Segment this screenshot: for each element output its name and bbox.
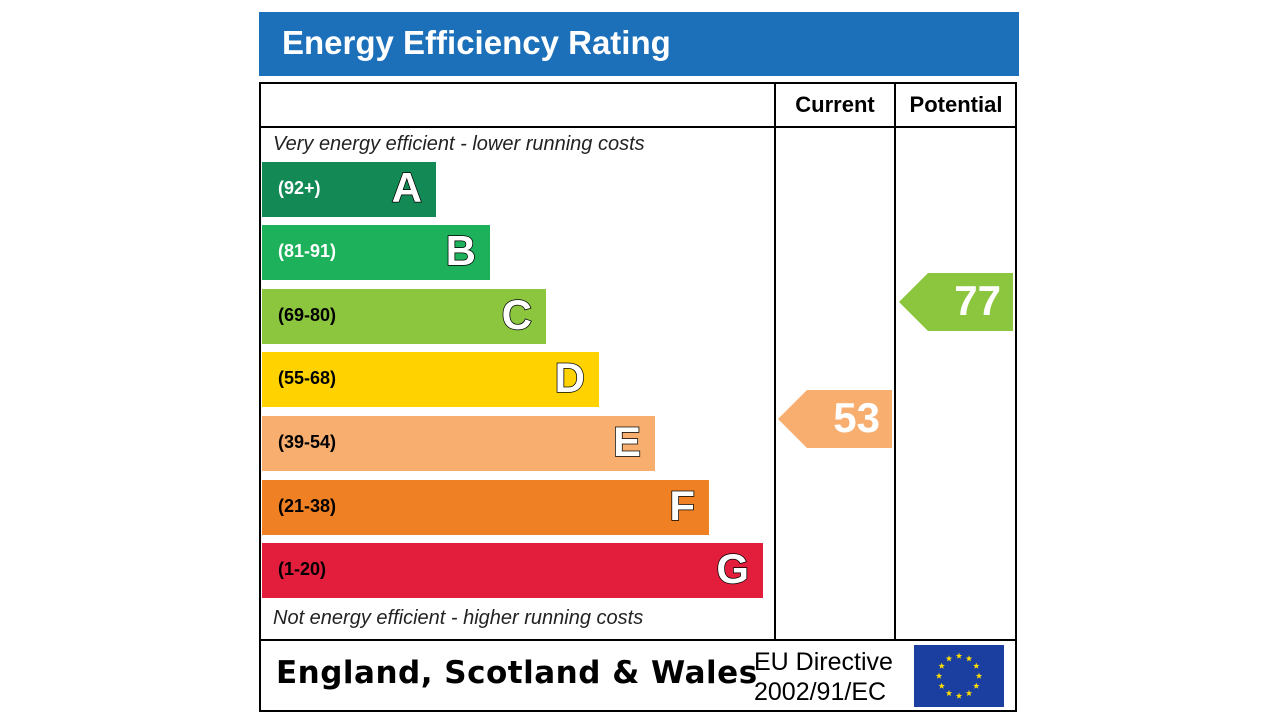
eu-star-icon bbox=[935, 672, 943, 679]
band-range-label: (1-20) bbox=[278, 559, 327, 579]
potential-rating-pointer: 77 bbox=[899, 273, 1013, 331]
potential-rating-value: 77 bbox=[954, 277, 1001, 324]
eu-star-icon bbox=[938, 682, 945, 689]
title-bar: Energy Efficiency Rating bbox=[259, 12, 1019, 76]
eu-star-icon bbox=[973, 662, 980, 669]
band-letter: A bbox=[391, 163, 423, 212]
eu-directive-label: EU Directive bbox=[754, 648, 893, 676]
band-letter: G bbox=[716, 544, 750, 593]
current-rating-value: 53 bbox=[833, 394, 880, 441]
eu-star-icon bbox=[955, 692, 963, 699]
potential-column-divider bbox=[894, 82, 896, 641]
bottom-note: Not energy efficient - higher running co… bbox=[273, 607, 644, 629]
band-range-label: (81-91) bbox=[278, 241, 337, 261]
eu-star-icon bbox=[965, 655, 973, 662]
band-range-label: (55-68) bbox=[278, 368, 337, 388]
band-a: (92+) A bbox=[262, 162, 436, 217]
band-g: (1-20) G bbox=[262, 543, 763, 598]
eu-star-icon bbox=[945, 689, 953, 697]
band-letter: B bbox=[445, 226, 477, 275]
eu-star-icon bbox=[955, 652, 963, 659]
chart-title: Energy Efficiency Rating bbox=[282, 24, 671, 61]
band-d: (55-68) D bbox=[262, 352, 599, 407]
band-letter: D bbox=[554, 353, 586, 402]
band-range-label: (92+) bbox=[278, 178, 321, 198]
band-range-label: (69-80) bbox=[278, 305, 337, 325]
top-note: Very energy efficient - lower running co… bbox=[273, 133, 645, 155]
band-range-label: (39-54) bbox=[278, 432, 337, 452]
eu-directive-number: 2002/91/EC bbox=[754, 678, 887, 706]
eu-star-icon bbox=[975, 672, 983, 679]
band-letter: C bbox=[501, 290, 533, 339]
footer-region-label: England, Scotland & Wales bbox=[276, 655, 758, 691]
band-b: (81-91) B bbox=[262, 225, 490, 280]
current-arrow-shape bbox=[778, 390, 892, 448]
eu-star-icon bbox=[973, 682, 980, 689]
band-e: (39-54) E bbox=[262, 416, 655, 471]
band-f: (21-38) F bbox=[262, 480, 709, 535]
footer-divider bbox=[259, 639, 1017, 641]
eu-flag-icon bbox=[914, 645, 1004, 707]
current-column-header: Current bbox=[795, 92, 875, 117]
band-c: (69-80) C bbox=[262, 289, 546, 344]
potential-arrow-shape bbox=[899, 273, 1013, 331]
current-rating-pointer: 53 bbox=[778, 390, 892, 448]
band-letter: F bbox=[669, 481, 696, 530]
current-column-divider bbox=[774, 82, 776, 641]
eu-star-icon bbox=[945, 655, 953, 662]
header-divider bbox=[259, 126, 1017, 128]
band-letter: E bbox=[612, 417, 642, 466]
eu-star-icon bbox=[965, 689, 973, 697]
potential-column-header: Potential bbox=[909, 92, 1003, 117]
eu-star-icon bbox=[938, 662, 945, 669]
rating-frame bbox=[259, 82, 1017, 712]
band-range-label: (21-38) bbox=[278, 496, 337, 516]
